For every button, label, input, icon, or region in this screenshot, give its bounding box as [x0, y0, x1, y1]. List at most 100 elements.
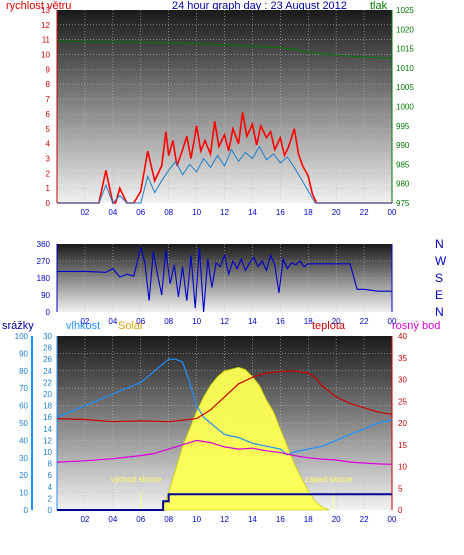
wind-speed-tick-label: 6: [46, 110, 51, 119]
solar-area: [161, 366, 330, 511]
direction-tick-label: 360: [37, 240, 51, 249]
rain-tick-label: 60: [19, 402, 28, 411]
direction-panel-x-tick-label: 04: [108, 317, 117, 326]
wind-panel-x-tick-label: 16: [276, 208, 285, 217]
rain-series-line: [57, 493, 392, 511]
humidity-tick-label: 0: [48, 506, 53, 515]
humidity-tick-label: 30: [43, 332, 52, 341]
pressure-tick-label: 985: [396, 160, 410, 169]
pressure-tick-label: 995: [396, 122, 410, 131]
wind-speed-tick-label: 5: [46, 125, 51, 134]
rain-tick-label: 70: [19, 384, 28, 393]
humidity-series-line: [56, 358, 393, 456]
wind-panel-x-tick-label: 08: [164, 208, 173, 217]
rain-tick-label: 30: [19, 454, 28, 463]
temperature-tick-label: 0: [398, 506, 403, 515]
pressure-tick-label: 1000: [396, 103, 414, 112]
weather-panel-x-tick-label: 20: [332, 515, 341, 524]
wind-speed-tick-label: 3: [46, 154, 51, 163]
direction-tick-label: 0: [46, 308, 51, 317]
pressure-tick-label: 1005: [396, 83, 414, 92]
pressure-tick-label: 990: [396, 141, 410, 150]
direction-series-line: [57, 245, 392, 313]
wind-panel-x-tick-label: 14: [248, 208, 257, 217]
temperature-tick-label: 15: [398, 441, 407, 450]
wind-speed-tick-label: 11: [42, 36, 51, 45]
sunset-label: západ slunce: [305, 475, 353, 484]
direction-tick-label: 90: [41, 291, 50, 300]
weather-panel-x-tick-label: 12: [220, 515, 229, 524]
wind-panel-x-tick-label: 22: [360, 208, 369, 217]
rain-tick-label: 10: [19, 489, 28, 498]
humidity-tick-label: 4: [48, 483, 53, 492]
pressure-tick-label: 1020: [396, 25, 414, 34]
dewpoint-axis-title: rosný bod: [392, 320, 441, 332]
direction-panel-x-tick-label: 22: [360, 317, 369, 326]
wind-panel-x-tick-label: 04: [108, 208, 117, 217]
rain-tick-label: 50: [19, 419, 28, 428]
rain-axis-title: srážky: [2, 320, 34, 332]
pressure-tick-label: 1015: [396, 45, 414, 54]
wind-panel-x-tick-label: 18: [304, 208, 313, 217]
compass-e: E: [435, 288, 444, 302]
humidity-tick-label: 8: [48, 460, 53, 469]
direction-panel-x-tick-label: 12: [220, 317, 229, 326]
temperature-tick-label: 35: [398, 354, 407, 363]
humidity-axis-title: vlhkost: [66, 320, 101, 332]
compass-w: W: [435, 254, 447, 268]
weather-panel-x-tick-label: 08: [164, 515, 173, 524]
direction-tick-label: 180: [37, 274, 51, 283]
weather-panel-x-tick-label: 10: [192, 515, 201, 524]
temperature-tick-label: 5: [398, 484, 403, 493]
humidity-tick-label: 26: [43, 355, 52, 364]
wind-speed-tick-label: 8: [46, 80, 51, 89]
sunrise-label: východ slunce: [111, 475, 162, 484]
weather-panel-x-tick-label: 22: [360, 515, 369, 524]
wind-panel-x-tick-label: 20: [332, 208, 341, 217]
rain-tick-label: 90: [19, 349, 28, 358]
wind-panel-x-tick-label: 12: [220, 208, 229, 217]
weather-panel-x-tick-label: 18: [304, 515, 313, 524]
wind-panel-x-tick-label: 02: [80, 208, 89, 217]
humidity-tick-label: 12: [43, 436, 52, 445]
pressure-series-line: [56, 40, 393, 59]
humidity-tick-label: 18: [43, 402, 52, 411]
wind-speed-tick-label: 1: [46, 184, 51, 193]
humidity-tick-label: 2: [48, 494, 53, 503]
weather-panel-x-tick-label: 04: [108, 515, 117, 524]
wind-speed-tick-label: 12: [41, 21, 50, 30]
wind-speed-tick-label: 7: [46, 95, 51, 104]
humidity-tick-label: 10: [43, 448, 52, 457]
humidity-tick-label: 20: [43, 390, 52, 399]
temperature-tick-label: 30: [398, 376, 407, 385]
weather-panel-x-tick-label: 02: [80, 515, 89, 524]
weather-panel-x-tick-label: 00: [388, 515, 397, 524]
weather-panel-x-tick-label: 06: [136, 515, 145, 524]
temperature-tick-label: 40: [398, 332, 407, 341]
temperature-axis-title: teplota: [312, 320, 346, 332]
humidity-tick-label: 28: [43, 344, 52, 353]
direction-panel-x-tick-label: 06: [136, 317, 145, 326]
humidity-tick-label: 24: [43, 367, 52, 376]
pressure-tick-label: 980: [396, 180, 410, 189]
direction-panel-x-tick-label: 16: [276, 317, 285, 326]
direction-panel-x-tick-label: 02: [80, 317, 89, 326]
direction-tick-label: 270: [37, 257, 51, 266]
rain-tick-label: 80: [19, 367, 28, 376]
compass-n-bottom: N: [435, 305, 444, 319]
rain-tick-label: 0: [24, 506, 29, 515]
humidity-tick-label: 14: [43, 425, 52, 434]
weather-panel-x-tick-label: 16: [276, 515, 285, 524]
page-title: 24 hour graph day : 23 August 2012: [172, 0, 347, 12]
gust-series-line: [57, 145, 392, 204]
temperature-tick-label: 20: [398, 419, 407, 428]
direction-panel-x-tick-label: 00: [388, 317, 397, 326]
wind-speed-tick-label: 0: [46, 199, 51, 208]
humidity-tick-label: 16: [43, 413, 52, 422]
rain-tick-label: 100: [15, 332, 29, 341]
direction-panel-x-tick-label: 14: [248, 317, 257, 326]
pressure-axis-title: tlak: [370, 0, 388, 12]
wind-panel-x-tick-label: 10: [192, 208, 201, 217]
